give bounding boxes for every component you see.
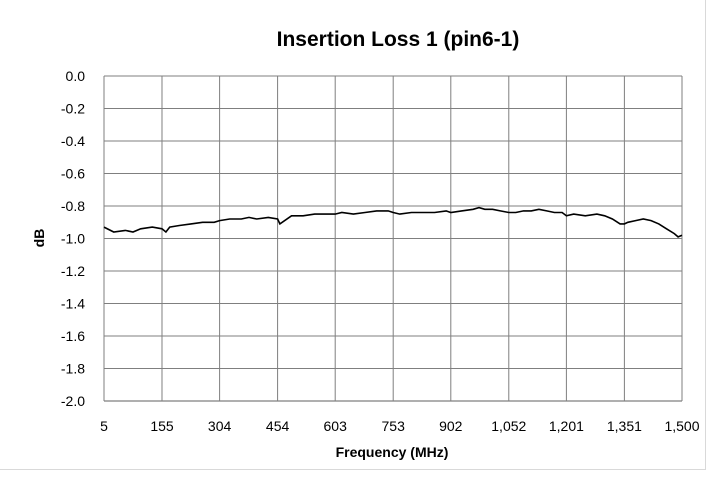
y-tick-label: -1.2 [61, 263, 85, 279]
y-tick-label: -2.0 [61, 393, 85, 409]
x-tick-label: 603 [324, 418, 348, 434]
y-tick-label: -1.8 [61, 361, 85, 377]
y-tick-label: -0.4 [61, 133, 85, 149]
x-tick-label: 1,201 [549, 418, 584, 434]
y-axis-title: dB [31, 229, 47, 248]
y-tick-label: -0.6 [61, 166, 85, 182]
y-tick-label: -1.6 [61, 328, 85, 344]
chart-title: Insertion Loss 1 (pin6-1) [277, 28, 520, 51]
x-tick-label: 5 [100, 418, 108, 434]
y-tick-label: -1.4 [61, 296, 85, 312]
x-tick-label: 304 [208, 418, 232, 434]
x-tick-label: 454 [266, 418, 290, 434]
x-axis-title: Frequency (MHz) [336, 444, 449, 460]
y-tick-label: -0.2 [61, 101, 85, 117]
x-tick-label: 1,052 [491, 418, 526, 434]
x-tick-label: 753 [382, 418, 406, 434]
x-tick-label: 902 [439, 418, 463, 434]
x-axis-ticks: 5 155 304 454 603 753 902 1,052 1,201 1,351 1,500 [100, 418, 700, 434]
gridlines [103, 75, 683, 402]
x-tick-label: 1,351 [607, 418, 642, 434]
series-line [103, 206, 683, 238]
y-tick-label: -0.8 [61, 198, 85, 214]
y-tick-label: -1.0 [61, 231, 85, 247]
chart-frame: Insertion Loss 1 (pin6-1) 0.0 -0.2 -0.4 -0.… [0, 0, 706, 470]
y-tick-label: 0.0 [66, 68, 86, 84]
x-tick-label: 1,500 [664, 418, 699, 434]
y-axis-ticks: 0.0 -0.2 -0.4 -0.6 -0.8 -1.0 -1.2 -1.4 -1.6 -1.8 -… [61, 68, 85, 409]
x-tick-label: 155 [150, 418, 174, 434]
